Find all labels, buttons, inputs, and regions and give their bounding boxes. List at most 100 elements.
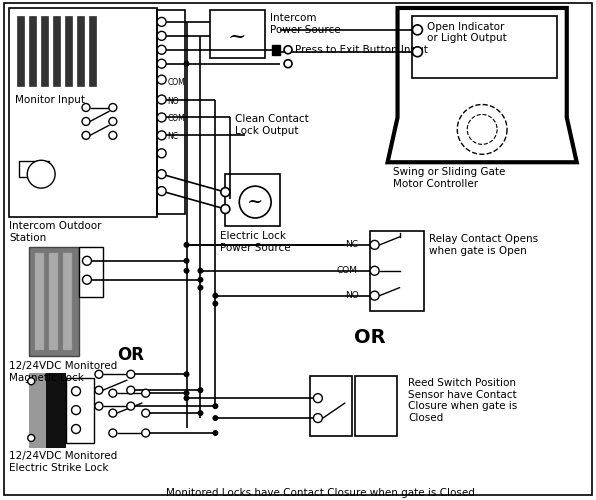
Text: OR: OR: [117, 346, 144, 364]
Circle shape: [212, 292, 218, 298]
Text: Electric Lock
Power Source: Electric Lock Power Source: [221, 231, 291, 252]
Circle shape: [239, 186, 271, 218]
Text: 12/24VDC Monitored
Electric Strike Lock: 12/24VDC Monitored Electric Strike Lock: [10, 451, 117, 472]
Text: OR: OR: [354, 328, 386, 347]
Circle shape: [184, 258, 190, 264]
Circle shape: [197, 410, 203, 416]
Text: Intercom Outdoor
Station: Intercom Outdoor Station: [10, 221, 102, 242]
Text: Reed Switch Position
Sensor have Contact
Closure when gate is
Closed: Reed Switch Position Sensor have Contact…: [408, 378, 518, 423]
Circle shape: [82, 118, 90, 126]
Circle shape: [127, 370, 135, 378]
Text: COM: COM: [167, 78, 185, 86]
Bar: [46, 374, 66, 448]
Circle shape: [221, 204, 230, 214]
Circle shape: [82, 256, 91, 266]
Circle shape: [221, 188, 230, 196]
Circle shape: [142, 429, 150, 437]
Bar: [29, 16, 36, 86]
Circle shape: [95, 370, 103, 378]
Circle shape: [157, 170, 166, 178]
Text: COM: COM: [337, 266, 358, 275]
Circle shape: [313, 394, 322, 402]
Circle shape: [157, 32, 166, 40]
Circle shape: [95, 402, 103, 410]
Circle shape: [72, 424, 80, 434]
Circle shape: [212, 430, 218, 436]
Text: COM: COM: [167, 114, 185, 124]
Circle shape: [157, 18, 166, 26]
Circle shape: [157, 95, 166, 104]
Circle shape: [72, 386, 80, 396]
Text: NC: NC: [167, 132, 179, 141]
Circle shape: [184, 390, 190, 396]
Text: Clean Contact
Lock Output: Clean Contact Lock Output: [235, 114, 309, 136]
Circle shape: [72, 406, 80, 414]
Text: Relay Contact Opens
when gate is Open: Relay Contact Opens when gate is Open: [429, 234, 539, 256]
Circle shape: [28, 378, 35, 384]
Circle shape: [212, 300, 218, 306]
Circle shape: [157, 131, 166, 140]
Circle shape: [95, 386, 103, 394]
Circle shape: [157, 59, 166, 68]
Circle shape: [370, 240, 379, 250]
Circle shape: [109, 409, 117, 417]
Bar: [49, 253, 58, 350]
Bar: [225, 174, 280, 226]
Circle shape: [197, 387, 203, 393]
Circle shape: [109, 429, 117, 437]
Bar: [35, 253, 44, 350]
Circle shape: [197, 268, 203, 274]
Circle shape: [197, 284, 203, 290]
Circle shape: [212, 415, 218, 421]
Bar: [412, 16, 557, 78]
Circle shape: [284, 46, 292, 54]
Circle shape: [184, 242, 190, 248]
Text: Intercom
Power Source: Intercom Power Source: [270, 13, 341, 34]
Bar: [79, 247, 103, 296]
Circle shape: [370, 266, 379, 275]
Circle shape: [127, 386, 135, 394]
Text: ~: ~: [247, 193, 263, 211]
Circle shape: [184, 268, 190, 274]
Bar: [19, 162, 49, 177]
Circle shape: [82, 275, 91, 284]
Text: Monitored Locks have Contact Closure when gate is Closed: Monitored Locks have Contact Closure whe…: [166, 488, 474, 498]
Circle shape: [184, 395, 190, 401]
Circle shape: [142, 389, 150, 397]
Circle shape: [82, 104, 90, 112]
Bar: [210, 10, 265, 58]
Bar: [63, 253, 72, 350]
Bar: [53, 16, 60, 86]
Circle shape: [109, 104, 117, 112]
Circle shape: [127, 402, 135, 410]
Bar: [89, 16, 96, 86]
Text: Press to Exit Button Input: Press to Exit Button Input: [295, 45, 428, 55]
Circle shape: [284, 60, 292, 68]
Polygon shape: [387, 8, 577, 162]
Circle shape: [109, 132, 117, 140]
Circle shape: [157, 46, 166, 54]
Circle shape: [370, 291, 379, 300]
Bar: [41, 16, 48, 86]
Bar: [77, 16, 84, 86]
Circle shape: [142, 409, 150, 417]
Circle shape: [157, 113, 166, 122]
Bar: [65, 16, 72, 86]
Circle shape: [82, 132, 90, 140]
Circle shape: [157, 75, 166, 84]
Circle shape: [157, 186, 166, 196]
Bar: [157, 10, 185, 214]
Text: 12/24VDC Monitored
Magnetic Lock: 12/24VDC Monitored Magnetic Lock: [10, 362, 117, 383]
Circle shape: [313, 414, 322, 422]
Text: NC: NC: [344, 240, 358, 249]
Circle shape: [184, 60, 190, 66]
Text: Monitor Input: Monitor Input: [15, 94, 85, 104]
Text: NO: NO: [344, 290, 359, 300]
Circle shape: [184, 372, 190, 378]
Bar: [66, 378, 94, 443]
Circle shape: [28, 434, 35, 442]
Bar: [29, 247, 79, 356]
Text: Swing or Sliding Gate
Motor Controller: Swing or Sliding Gate Motor Controller: [393, 167, 505, 189]
Polygon shape: [272, 45, 280, 54]
Circle shape: [197, 276, 203, 282]
